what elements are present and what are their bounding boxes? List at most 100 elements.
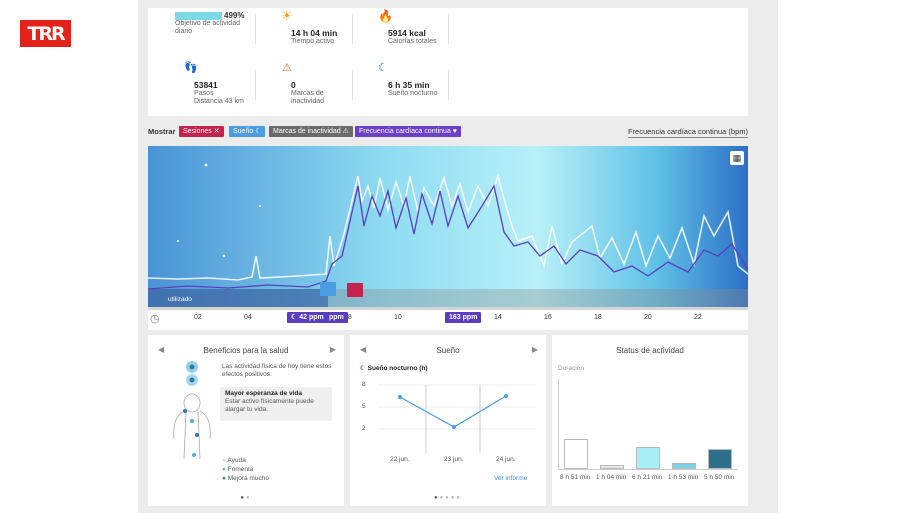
divider (448, 14, 449, 44)
calories-label: Calorías totales (388, 38, 437, 45)
prev-arrow[interactable]: ◀ (360, 345, 367, 354)
y-axis-line (558, 379, 559, 469)
star (204, 163, 208, 167)
filter-sleep-chip[interactable]: Sueño ☾ (229, 126, 266, 137)
y-tick: 8 (362, 381, 366, 388)
x-tick: 02 (194, 314, 202, 321)
active-time-stat: 14 h 04 min Tiempo activo (291, 28, 351, 46)
distance-label: Distancia 43 km (194, 98, 244, 105)
health-benefits-panel: ◀ ▶ Beneficios para la salud Las activid… (148, 335, 344, 506)
sleep-panel: ◀ ▶ Sueño ☾ Sueño nocturno (h) 8 5 2 22 … (350, 335, 546, 506)
x-tick: 10 (394, 314, 402, 321)
calories-stat: 5914 kcal Calorías totales (388, 28, 448, 46)
health-intro: Las actividad física de hoy tiene estos … (222, 363, 332, 378)
sleep-label: Sueño nocturno (388, 90, 438, 97)
activity-title: Status de actividad (616, 346, 684, 355)
star (259, 205, 261, 207)
x-tick: 22 (694, 314, 702, 321)
filter-heart-rate-chip[interactable]: Frecuencia cardíaca continua ♥ (355, 126, 461, 137)
timeline-bar (148, 307, 748, 310)
sleep-marker[interactable] (320, 282, 336, 296)
highlight-text: Estar activo físicamente puede alargar t… (225, 398, 314, 413)
x-tick: 16 (544, 314, 552, 321)
chart-metric-select[interactable]: Frecuencia cardíaca continua (bpm) (627, 127, 748, 138)
calendar-icon[interactable]: ▦ (730, 151, 744, 165)
sun-icon: ☀ (281, 8, 293, 23)
divider (255, 14, 256, 44)
sleep-subtitle: ☾ Sueño nocturno (h) (360, 365, 428, 372)
sleep-day-label: 22 jun. (390, 456, 410, 463)
show-label: Mostrar (148, 127, 176, 136)
highlight-title: Mayor esperanza de vida (225, 390, 302, 397)
x-axis-line (558, 469, 738, 470)
activity-bar (672, 463, 696, 469)
y-tick: 5 (362, 403, 366, 410)
goal-progress-bar (175, 12, 222, 20)
bar-label: 1 h 53 min (668, 474, 699, 481)
legend-item: ● Mejora mucho (222, 475, 269, 482)
goal-label: Objetivo de actividad diario (175, 20, 240, 35)
legend-item: ● Fomenta (222, 466, 254, 473)
health-title: Beneficios para la salud (203, 346, 289, 355)
activity-trace (148, 173, 748, 281)
legend-item: ● Ayuda (222, 457, 246, 464)
goal-percentage: 499% (224, 11, 245, 20)
min-heart-rate-pill: ☾ 42 ppm (287, 312, 328, 323)
bar-label: 1 h 04 min (596, 474, 627, 481)
steps-value: 53841 (194, 80, 218, 90)
filter-sessions-chip[interactable]: Sesiones ✕ (179, 126, 224, 137)
next-arrow[interactable]: ▶ (329, 345, 336, 354)
sleep-day-label: 23 jun. (444, 456, 464, 463)
pager-dots[interactable]: ●● (240, 495, 252, 501)
y-tick: 2 (362, 425, 366, 432)
max-heart-rate-pill: 163 ppm (445, 312, 482, 323)
inactivity-label: Marcas de inactividad (291, 90, 325, 105)
star (177, 240, 179, 242)
x-tick: 04 (244, 314, 252, 321)
x-tick: 14 (494, 314, 502, 321)
sleep-band (148, 289, 328, 307)
bar-label: 5 h 50 min (704, 474, 735, 481)
active-time-label: Tiempo activo (291, 38, 335, 45)
unused-label: utilizado (168, 296, 192, 303)
activity-bar (564, 439, 588, 469)
bar-label: 8 h 51 min (560, 474, 591, 481)
duration-label: Duración (558, 365, 585, 372)
pager-dots[interactable]: ●●●●● (433, 495, 463, 501)
calories-value: 5914 kcal (388, 28, 426, 38)
active-time-value: 14 h 04 min (291, 28, 338, 38)
filter-bar: Mostrar Sesiones ✕ Sueño ☾ Marcas de ina… (148, 125, 748, 139)
star (222, 254, 226, 258)
heart-rate-line (148, 184, 748, 290)
activity-bar (636, 447, 660, 469)
moon-clock-icon: ☾ (378, 62, 388, 74)
divider (448, 70, 449, 100)
session-marker[interactable] (347, 283, 363, 297)
x-tick: 08 (344, 314, 352, 321)
clock-icon: ◷ (150, 313, 160, 325)
divider (352, 14, 353, 44)
view-report-link[interactable]: Ver informe (494, 475, 528, 482)
x-tick: 20 (644, 314, 652, 321)
warning-icon: ⚠ (282, 62, 292, 74)
sleep-stat: 6 h 35 min Sueño nocturno (388, 80, 448, 98)
prev-arrow[interactable]: ◀ (158, 345, 165, 354)
x-tick: 18 (594, 314, 602, 321)
filter-inactivity-chip[interactable]: Marcas de inactividad ⚠ (269, 126, 353, 137)
steps-stat: 53841 Pasos Distancia 43 km (194, 80, 249, 106)
trr-logo: TRR (20, 20, 71, 47)
sleep-line-chart (378, 384, 536, 453)
steps-label: Pasos (194, 90, 214, 97)
life-expectancy-card: Mayor esperanza de vida Estar activo fís… (220, 387, 332, 421)
next-arrow[interactable]: ▶ (531, 345, 538, 354)
flame-icon: 🔥 (378, 9, 393, 23)
bar-label: 6 h 21 min (632, 474, 663, 481)
min-heart-rate-unit: ppm (325, 312, 348, 323)
heart-rate-chart: utilizado ▦ (148, 146, 748, 307)
divider (255, 70, 256, 100)
sleep-title: Sueño (436, 346, 460, 355)
footsteps-icon: 👣 (184, 62, 198, 74)
heart-rate-plot (148, 163, 748, 307)
activity-status-panel: Status de actividad Duración 8 h 51 min … (552, 335, 748, 506)
inactivity-value: 0 (291, 80, 296, 90)
